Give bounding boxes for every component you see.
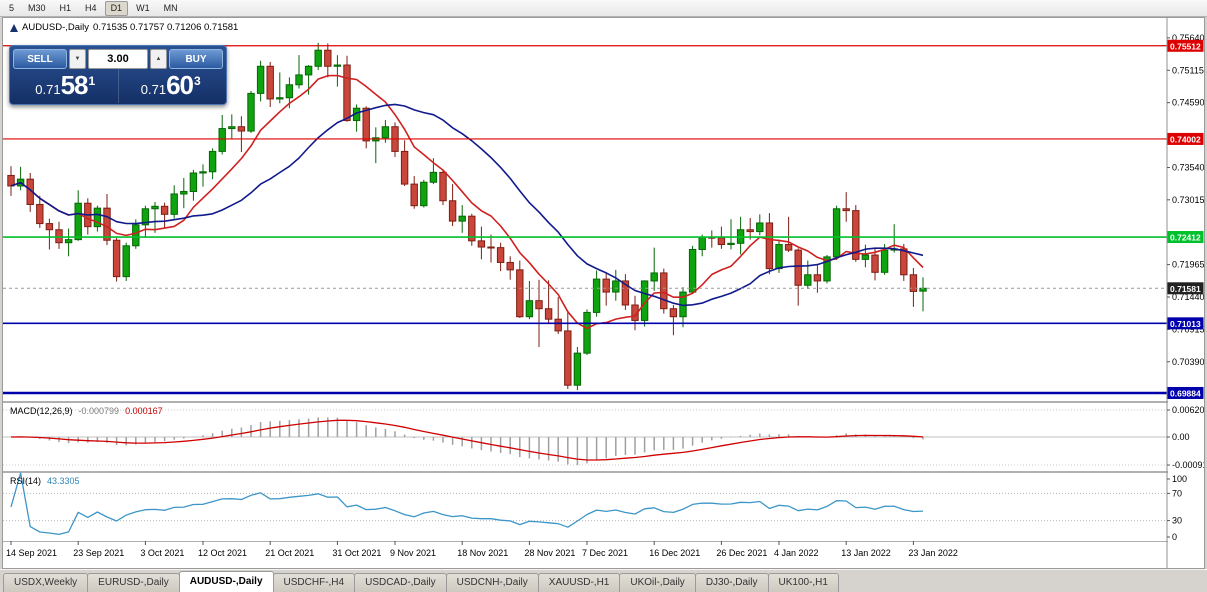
svg-text:23 Jan 2022: 23 Jan 2022 (908, 548, 958, 558)
svg-text:14 Sep 2021: 14 Sep 2021 (6, 548, 57, 558)
svg-text:0.74002: 0.74002 (1170, 134, 1201, 144)
macd-signal-line (10, 419, 924, 461)
svg-text:0.69884: 0.69884 (1170, 388, 1201, 398)
timeframe-button-w1[interactable]: W1 (136, 2, 150, 13)
macd-label: MACD(12,26,9) (10, 406, 73, 416)
svg-text:0.72412: 0.72412 (1170, 233, 1201, 243)
buy-price-display: 0.71 60 3 (117, 69, 224, 103)
svg-text:0.74590: 0.74590 (1172, 98, 1204, 108)
svg-text:18 Nov 2021: 18 Nov 2021 (457, 548, 508, 558)
timeframe-button-d1[interactable]: D1 (104, 0, 129, 16)
trade-panel-controls: SELL ▼ 3.00 ▲ BUY (13, 49, 223, 69)
price-tag-0.69884: 0.69884 (1167, 386, 1204, 399)
timeframe-button-h1[interactable]: H1 (59, 2, 72, 13)
macd-indicator-header: MACD(12,26,9) -0.000799 0.000167 (10, 406, 163, 416)
svg-text:0.70915: 0.70915 (1172, 324, 1204, 334)
bottom-tab-dj30-daily[interactable]: DJ30-,Daily (694, 573, 769, 592)
svg-text:0.73540: 0.73540 (1172, 162, 1204, 172)
bottom-tab-usdcnh-daily[interactable]: USDCNH-,Daily (445, 573, 539, 592)
timeframe-button-mn[interactable]: MN (163, 2, 178, 13)
macd-value: -0.000799 (78, 406, 120, 416)
timeframe-button-h4[interactable]: H4 (85, 2, 97, 13)
chart-symbol-label: AUDUSD-,Daily (22, 22, 90, 33)
svg-text:7 Dec 2021: 7 Dec 2021 (582, 548, 628, 558)
rsi-label: RSI(14) (10, 476, 42, 486)
bottom-tab-uk100-h1[interactable]: UK100-,H1 (767, 573, 839, 592)
timeframe-toolbar: 5 M30 H1 H4 D1 W1 MN (0, 0, 1207, 17)
svg-text:0.70390: 0.70390 (1172, 357, 1204, 367)
price-tag-0.71581: 0.71581 (1167, 282, 1204, 295)
svg-text:0.71965: 0.71965 (1172, 260, 1204, 270)
triangle-down-icon: ▼ (74, 56, 81, 62)
rsi-value: 43.3305 (47, 476, 80, 486)
svg-text:31 Oct 2021: 31 Oct 2021 (332, 548, 381, 558)
svg-text:0.75115: 0.75115 (1172, 65, 1204, 75)
svg-text:0.75640: 0.75640 (1172, 33, 1204, 43)
rsi-axis-label: 30 (1172, 516, 1182, 526)
bottom-tab-eurusd-daily[interactable]: EURUSD-,Daily (87, 573, 180, 592)
svg-text:21 Oct 2021: 21 Oct 2021 (265, 548, 314, 558)
bottom-tab-audusd-daily[interactable]: AUDUSD-,Daily (178, 571, 274, 592)
svg-text:0.71013: 0.71013 (1170, 319, 1201, 329)
rsi-axis-label: 0 (1172, 532, 1177, 542)
rsi-indicator-header: RSI(14) 43.3305 (10, 476, 80, 486)
price-tag-0.75512: 0.75512 (1167, 39, 1204, 52)
rsi-axis-label: 70 (1172, 488, 1182, 498)
macd-axis-label: 0.00 (1172, 432, 1190, 442)
one-click-trading-panel: SELL ▼ 3.00 ▲ BUY 0.71 58 1 0.71 60 3 (9, 45, 227, 105)
chart-ohlc-values: 0.71535 0.71757 0.71206 0.71581 (93, 22, 239, 33)
bottom-tab-usdchf-h4[interactable]: USDCHF-,H4 (272, 573, 356, 592)
svg-text:9 Nov 2021: 9 Nov 2021 (390, 548, 436, 558)
ma-fast-line (10, 74, 924, 330)
timeframe-button-5[interactable]: 5 (9, 2, 15, 13)
price-tag-0.72412: 0.72412 (1167, 231, 1204, 244)
macd-axis-label: 0.006201 (1172, 405, 1204, 415)
volume-input[interactable]: 3.00 (88, 49, 148, 69)
chart-tab-bar: USDX,Weekly EURUSD-,Daily AUDUSD-,Daily USD… (0, 569, 1207, 592)
chart-title: AUDUSD-,Daily 0.71535 0.71757 0.71206 0.… (10, 22, 238, 33)
svg-text:0.71581: 0.71581 (1170, 284, 1201, 294)
svg-text:28 Nov 2021: 28 Nov 2021 (524, 548, 575, 558)
bottom-tab-ukoil-daily[interactable]: UKOil-,Daily (619, 573, 696, 592)
time-axis[interactable]: 14 Sep 2021 23 Sep 2021 3 Oct 2021 12 Oct 2… (6, 541, 958, 558)
svg-text:0.73015: 0.73015 (1172, 195, 1204, 205)
buy-button[interactable]: BUY (169, 49, 223, 69)
svg-text:16 Dec 2021: 16 Dec 2021 (649, 548, 700, 558)
macd-histogram (19, 417, 924, 465)
macd-signal-value: 0.000167 (125, 406, 163, 416)
bottom-tab-usdx-weekly[interactable]: USDX,Weekly (3, 573, 89, 592)
svg-text:4 Jan 2022: 4 Jan 2022 (774, 548, 819, 558)
rsi-axis-label: 100 (1172, 474, 1187, 484)
timeframe-button-m30[interactable]: M30 (28, 2, 46, 13)
chart-window: 0.75640 0.75115 0.74590 0.73540 0.73015 0.719… (2, 17, 1205, 569)
sell-price-display: 0.71 58 1 (35, 70, 96, 100)
sell-button[interactable]: SELL (13, 49, 67, 69)
ma-slow-line (10, 103, 924, 307)
chart-symbol-icon (10, 23, 18, 32)
svg-text:26 Dec 2021: 26 Dec 2021 (716, 548, 767, 558)
svg-text:23 Sep 2021: 23 Sep 2021 (73, 548, 124, 558)
macd-axis-label: -0.000919 (1172, 460, 1204, 470)
svg-text:12 Oct 2021: 12 Oct 2021 (198, 548, 247, 558)
triangle-up-icon: ▲ (155, 56, 162, 62)
price-tag-0.74002: 0.74002 (1167, 132, 1204, 145)
price-tag-0.71013: 0.71013 (1167, 317, 1204, 330)
svg-text:13 Jan 2022: 13 Jan 2022 (841, 548, 891, 558)
volume-increase-button[interactable]: ▲ (150, 49, 167, 69)
volume-decrease-button[interactable]: ▼ (69, 49, 86, 69)
svg-text:0.75512: 0.75512 (1170, 41, 1201, 51)
svg-text:3 Oct 2021: 3 Oct 2021 (140, 548, 184, 558)
bottom-tab-usdcad-daily[interactable]: USDCAD-,Daily (354, 573, 447, 592)
trade-panel-prices: 0.71 58 1 0.71 60 3 (13, 69, 223, 103)
rsi-line (10, 472, 924, 536)
price-axis-labels: 0.75640 0.75115 0.74590 0.73540 0.73015 0.719… (1167, 33, 1204, 367)
svg-text:0.71440: 0.71440 (1172, 292, 1204, 302)
bottom-tab-xauusd-h1[interactable]: XAUUSD-,H1 (537, 573, 621, 592)
